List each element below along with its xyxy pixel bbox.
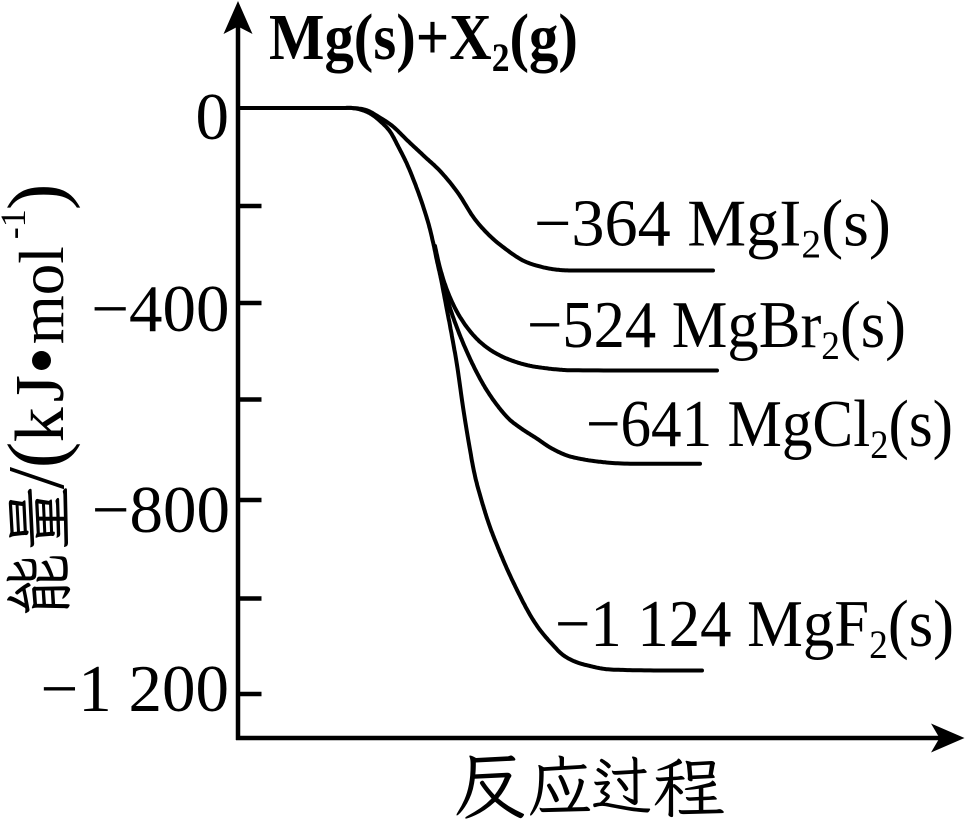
svg-text:): ) xyxy=(0,184,81,211)
svg-text:kJ: kJ xyxy=(2,370,79,442)
svg-text:mol: mol xyxy=(7,246,77,344)
svg-text:−400: −400 xyxy=(91,272,229,346)
svg-text:−1 200: −1 200 xyxy=(40,652,229,726)
svg-text:0: 0 xyxy=(196,80,230,154)
svg-text:−800: −800 xyxy=(92,473,230,547)
svg-text:−524 MgBr2(s): −524 MgBr2(s) xyxy=(527,288,906,368)
svg-text:/: / xyxy=(0,466,81,489)
svg-text:−1 124 MgF2(s): −1 124 MgF2(s) xyxy=(555,587,954,667)
svg-text:(: ( xyxy=(0,442,81,469)
svg-text:Mg(s)+X2(g): Mg(s)+X2(g) xyxy=(269,1,578,80)
svg-text:−364 MgI2(s): −364 MgI2(s) xyxy=(534,187,891,267)
svg-text:−641 MgCl2(s): −641 MgCl2(s) xyxy=(586,387,953,467)
svg-text:-1: -1 xyxy=(0,209,33,239)
